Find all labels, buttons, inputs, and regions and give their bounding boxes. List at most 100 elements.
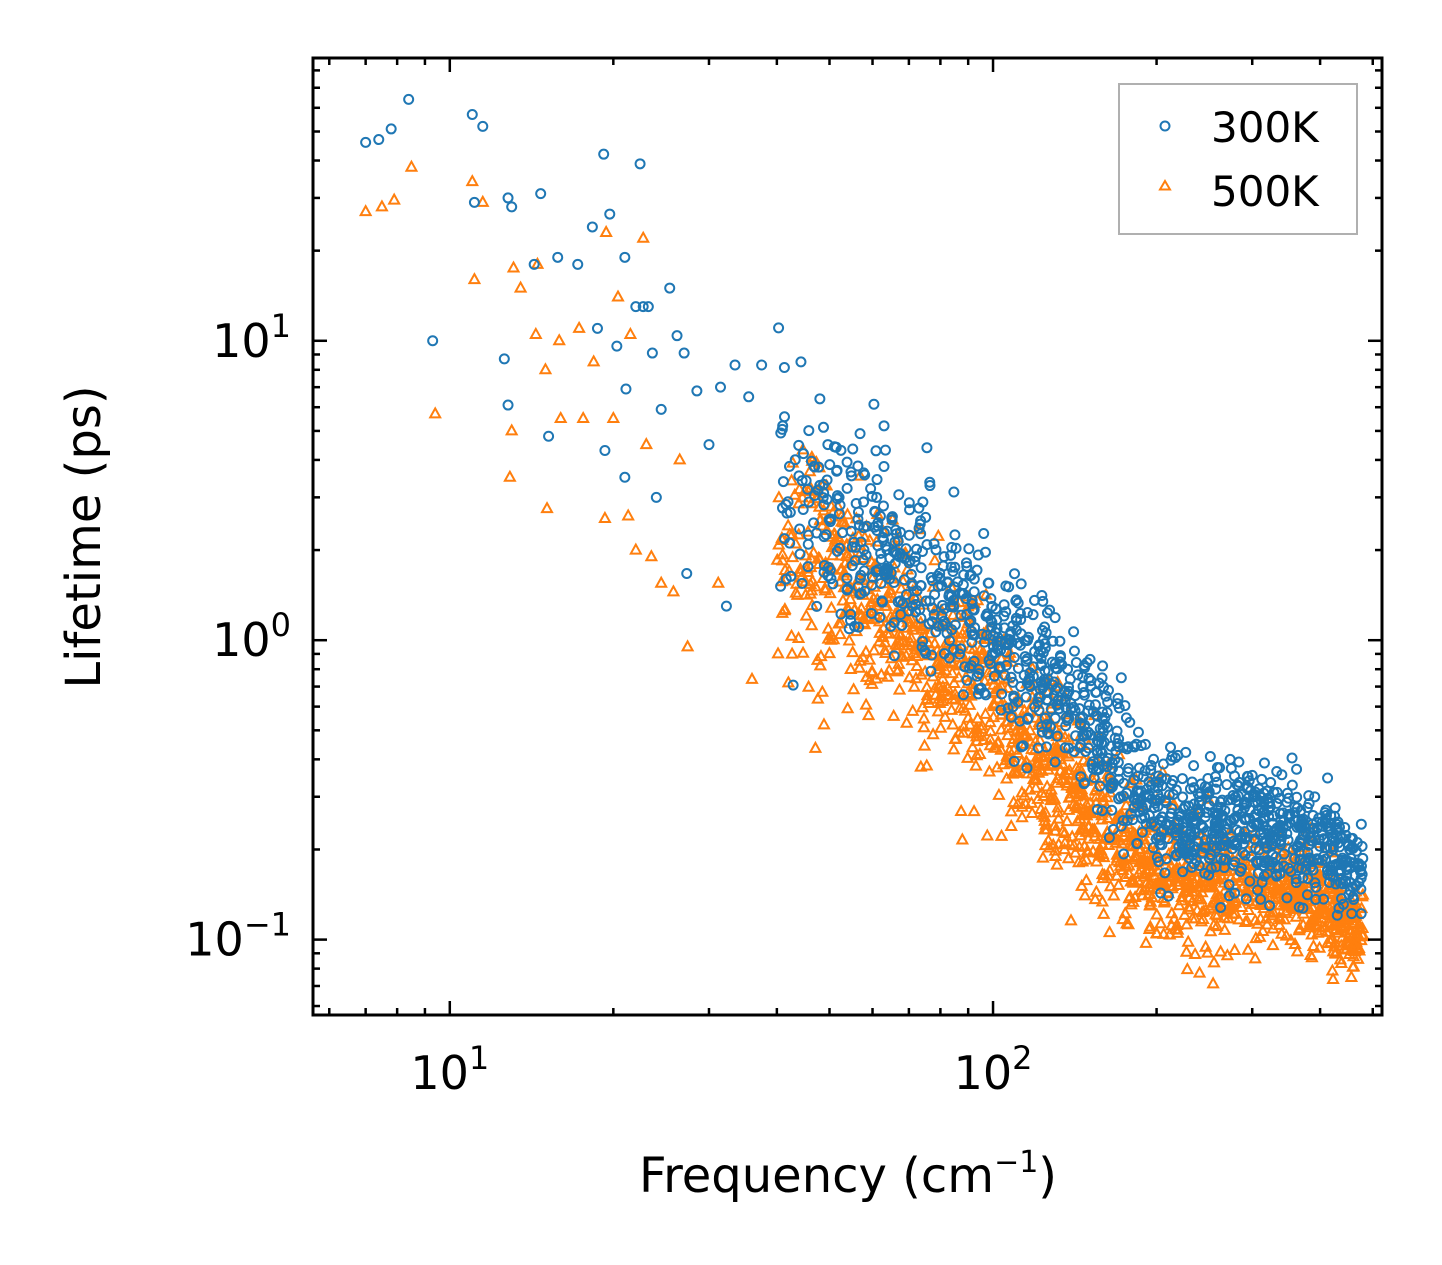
data-point [961, 674, 973, 686]
data-point [1334, 919, 1349, 933]
data-point [809, 461, 821, 473]
legend-label-500K: 500K [1211, 167, 1320, 216]
data-point [845, 645, 860, 658]
data-point [1122, 866, 1136, 879]
data-point [1041, 686, 1053, 698]
data-point [1256, 773, 1268, 785]
data-point [1300, 863, 1312, 875]
data-point [1051, 699, 1063, 711]
data-point [852, 607, 867, 620]
data-point [920, 688, 935, 701]
data-point [936, 610, 948, 622]
data-point [936, 684, 950, 697]
data-point [1267, 877, 1281, 890]
data-point [1228, 906, 1243, 919]
data-point [948, 486, 960, 498]
data-point [1223, 890, 1235, 902]
data-point [986, 650, 998, 662]
data-point [1264, 900, 1276, 912]
data-point [1212, 872, 1226, 885]
data-point [1068, 645, 1080, 657]
data-point [1074, 712, 1086, 724]
data-point [1103, 879, 1118, 892]
data-point [1320, 817, 1332, 829]
data-point [1207, 955, 1221, 968]
data-point [1001, 728, 1015, 741]
data-point [931, 528, 946, 541]
data-point [1121, 917, 1136, 930]
data-point [1198, 841, 1210, 853]
data-point [1283, 862, 1295, 874]
data-point [910, 616, 924, 629]
data-point [821, 621, 835, 634]
data-point [883, 582, 898, 595]
data-point [1056, 824, 1070, 837]
data-point [1134, 787, 1146, 799]
data-point [1119, 700, 1131, 712]
data-point [1298, 820, 1310, 832]
data-point [772, 490, 786, 503]
data-point [1139, 935, 1153, 948]
data-point [703, 439, 715, 451]
data-point [1336, 872, 1348, 884]
data-point [1089, 699, 1101, 711]
data-point [1152, 876, 1166, 889]
data-point [804, 618, 819, 631]
data-point [1000, 659, 1012, 671]
data-point [604, 208, 616, 220]
data-point [1064, 786, 1078, 799]
data-point [1124, 716, 1136, 728]
data-point [974, 721, 989, 734]
data-point [1097, 850, 1111, 863]
data-point [1033, 691, 1045, 703]
data-point [815, 684, 830, 697]
data-point [1314, 911, 1329, 924]
data-point [1252, 867, 1264, 879]
data-point [623, 326, 638, 339]
data-point [1215, 901, 1227, 913]
data-point [1038, 822, 1052, 835]
data-point [1075, 854, 1090, 867]
data-point [1252, 884, 1264, 896]
data-point [1000, 580, 1012, 592]
data-point [1110, 745, 1122, 757]
data-point [1034, 801, 1048, 815]
data-point [1117, 814, 1129, 826]
data-point [946, 541, 958, 553]
data-point [1134, 842, 1148, 855]
data-point [944, 702, 959, 715]
data-point [1326, 971, 1340, 985]
legend: 300K 500K [1118, 83, 1358, 235]
data-point [1143, 898, 1157, 911]
data-point [903, 497, 915, 509]
data-point [1082, 705, 1094, 717]
data-point [1023, 782, 1037, 795]
data-point [1004, 804, 1019, 817]
data-point [906, 703, 920, 716]
data-point [948, 691, 962, 704]
data-point [1021, 762, 1033, 774]
data-point [1118, 790, 1130, 802]
data-point [878, 461, 890, 473]
plot-area [358, 93, 1370, 989]
data-point [931, 662, 946, 675]
data-point [996, 757, 1011, 770]
data-point [630, 301, 642, 313]
data-point [1050, 857, 1064, 870]
data-point [1078, 730, 1090, 742]
y-tick-exp: 0 [271, 606, 291, 644]
data-point [1063, 742, 1075, 754]
data-point [1208, 907, 1223, 920]
data-point [1054, 656, 1066, 668]
data-point [1218, 922, 1232, 935]
data-point [1113, 702, 1125, 714]
data-point [945, 561, 957, 573]
data-point [729, 359, 741, 371]
data-point [1015, 810, 1029, 823]
data-point [792, 482, 807, 495]
data-point [917, 635, 929, 647]
data-point [644, 549, 659, 562]
data-point [853, 468, 867, 481]
data-point [1254, 790, 1266, 802]
